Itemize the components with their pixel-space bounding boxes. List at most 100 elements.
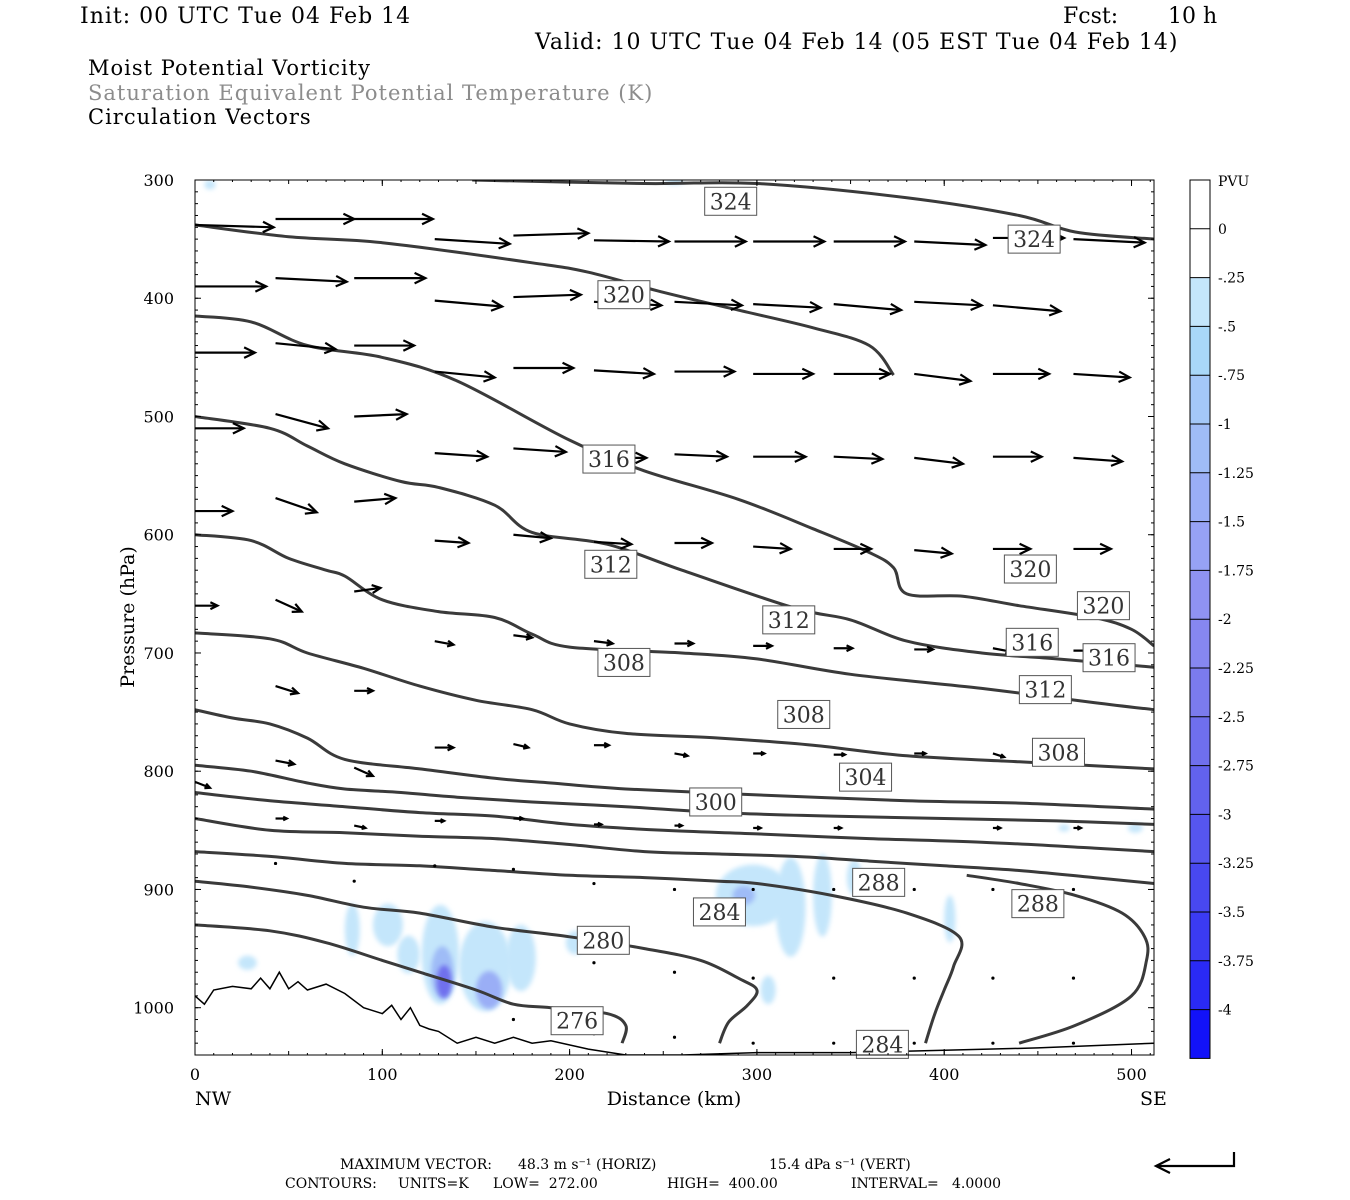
contour-288-11 <box>966 873 1150 1045</box>
vector-arrow-31 <box>833 367 893 381</box>
svg-text:284: 284 <box>698 901 740 926</box>
vector-arrow-15 <box>434 299 505 312</box>
vector-dot-4 <box>592 881 596 886</box>
vector-arrow-46 <box>1073 454 1125 467</box>
colorbar-label-13: -3.25 <box>1218 856 1254 872</box>
contour-label-324-1: 324 <box>1007 224 1061 254</box>
x-axis-label: Distance (km) <box>607 1088 742 1110</box>
vector-arrow-11 <box>1073 235 1148 249</box>
vector-arrow-78 <box>833 751 848 758</box>
svg-text:280: 280 <box>582 929 624 954</box>
vector-arrow-91 <box>753 825 764 831</box>
contour-288-10 <box>195 850 964 1044</box>
field-name-vectors: Circulation Vectors <box>88 105 312 129</box>
svg-text:316: 316 <box>588 448 630 473</box>
forecast-hour: 10 h <box>1168 4 1218 29</box>
x-tick-label-3: 300 <box>742 1065 773 1084</box>
vector-arrow-83 <box>275 759 297 767</box>
vector-arrow-43 <box>833 452 885 465</box>
vector-arrow-39 <box>513 445 569 458</box>
vector-arrow-20 <box>833 302 904 316</box>
colorbar-label-0: 0 <box>1218 222 1227 238</box>
vector-arrow-86 <box>353 824 368 831</box>
endpoint-left-label: NW <box>195 1088 232 1110</box>
forecast-label: Fcst: <box>1063 4 1119 29</box>
vector-arrow-67 <box>833 644 855 653</box>
colorbar-label-9: -2.25 <box>1218 661 1254 677</box>
vector-dot-23 <box>912 1041 916 1045</box>
contour-label-324-0: 324 <box>704 186 758 216</box>
vector-arrow-88 <box>513 815 526 822</box>
max-vector-horiz: 48.3 m s⁻¹ (HORIZ) <box>518 1157 657 1173</box>
vector-arrow-75 <box>593 741 612 749</box>
y-tick-label-7: 1000 <box>133 999 174 1018</box>
svg-text:288: 288 <box>858 871 900 896</box>
vector-arrow-49 <box>354 492 398 506</box>
vector-arrow-62 <box>434 639 456 648</box>
colorbar-segment-13 <box>1190 814 1210 864</box>
vector-arrow-90 <box>674 822 685 829</box>
vector-dot-15 <box>912 976 916 980</box>
contour-280-13 <box>195 923 628 1044</box>
pv-patch-15 <box>760 975 776 1005</box>
colorbar-label-6: -1.5 <box>1218 515 1245 531</box>
vector-arrow-92 <box>833 825 844 831</box>
pv-patch-19 <box>1127 823 1143 833</box>
theta-es-contours <box>195 180 1154 1045</box>
colorbar-segment-2 <box>1190 277 1210 327</box>
vector-arrow-21 <box>914 298 985 311</box>
contour-296-8 <box>195 791 1154 854</box>
contours-label: CONTOURS: <box>285 1176 377 1192</box>
vector-arrow-24 <box>275 341 338 355</box>
svg-text:288: 288 <box>1017 893 1059 918</box>
vector-arrow-19 <box>753 300 824 314</box>
terrain-line <box>195 970 1154 1055</box>
pv-patch-0 <box>344 903 360 956</box>
vector-dot-0 <box>273 861 278 866</box>
svg-text:324: 324 <box>1013 228 1055 253</box>
svg-text:312: 312 <box>1024 679 1066 704</box>
colorbar-label-8: -2 <box>1218 612 1232 628</box>
vector-arrow-85 <box>275 815 290 822</box>
endpoint-right-label: SE <box>1140 1088 1167 1110</box>
x-tick-label-5: 500 <box>1116 1065 1147 1084</box>
vector-arrow-68 <box>914 645 936 654</box>
svg-text:284: 284 <box>861 1033 903 1058</box>
vector-dot-6 <box>751 887 755 892</box>
vector-arrow-54 <box>753 542 794 555</box>
vector-dot-7 <box>832 887 836 892</box>
pv-patch-5 <box>436 965 452 999</box>
vector-arrow-60 <box>275 598 305 613</box>
vector-arrow-58 <box>1073 542 1114 556</box>
y-tick-label-6: 900 <box>143 880 174 899</box>
circulation-vectors <box>195 212 1148 1045</box>
vector-arrow-94 <box>1073 825 1084 831</box>
vector-arrow-7 <box>753 235 827 248</box>
vector-arrow-28 <box>593 367 657 380</box>
colorbar-segment-6 <box>1190 472 1210 522</box>
max-vector-vert: 15.4 dPa s⁻¹ (VERT) <box>769 1157 911 1173</box>
colorbar-segment-16 <box>1190 960 1210 1010</box>
svg-text:300: 300 <box>695 791 737 816</box>
contours-high: HIGH= 400.00 <box>667 1176 778 1192</box>
vector-arrow-66 <box>753 642 775 650</box>
contour-label-312-9: 312 <box>762 605 816 635</box>
svg-text:324: 324 <box>710 190 752 215</box>
contour-label-316-6: 316 <box>1005 627 1059 657</box>
colorbar-label-1: -.25 <box>1218 271 1245 287</box>
contour-label-320-4: 320 <box>1076 591 1130 621</box>
vector-arrow-4 <box>513 227 591 240</box>
y-tick-label-0: 300 <box>143 171 174 190</box>
pv-patch-13 <box>813 853 832 937</box>
vector-arrow-0 <box>195 220 277 234</box>
vector-arrow-65 <box>674 639 696 648</box>
vector-arrow-87 <box>434 818 447 824</box>
y-tick-label-5: 800 <box>143 762 174 781</box>
contour-300-7 <box>195 763 1154 826</box>
contour-320-2 <box>195 314 1154 648</box>
y-axis-label: Pressure (hPa) <box>117 546 139 688</box>
contour-label-316-5: 316 <box>582 444 636 474</box>
vector-arrow-13 <box>275 274 350 288</box>
field-name-pv: Moist Potential Vorticity <box>88 56 371 80</box>
